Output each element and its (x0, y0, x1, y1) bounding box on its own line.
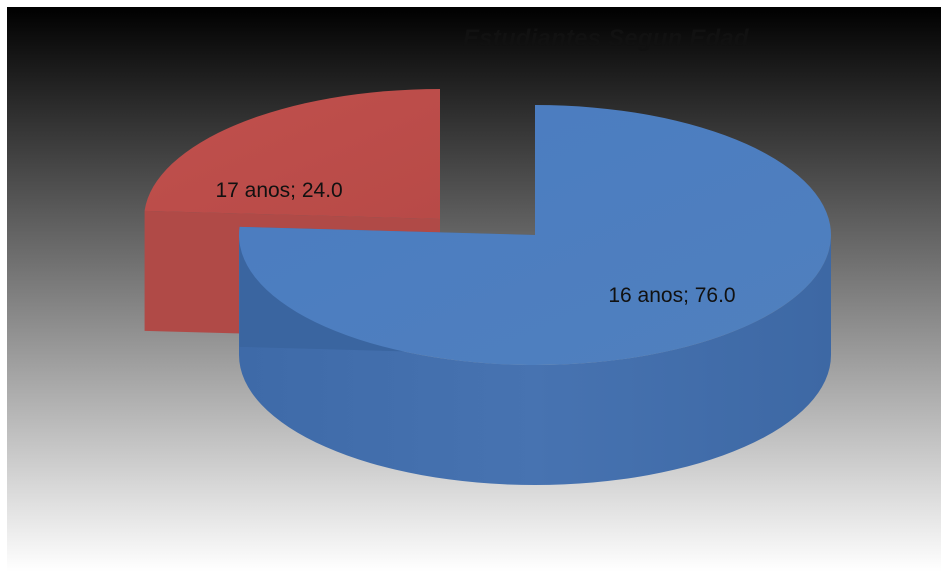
slice-top-17-anos (144, 89, 440, 219)
data-label-16-anos: 16 anos; 76.0 (608, 284, 736, 307)
slice-top-16-anos (238, 105, 832, 366)
pie-chart-3d (7, 7, 941, 572)
chart-title: Estudiantes Segun Edad (463, 25, 749, 52)
data-label-17-anos: 17 anos; 24.0 (215, 178, 343, 202)
chart-area: Estudiantes Segun Edad 17 anos; 24.0 16 a… (7, 7, 941, 572)
slice-side-16-anos (239, 235, 831, 485)
